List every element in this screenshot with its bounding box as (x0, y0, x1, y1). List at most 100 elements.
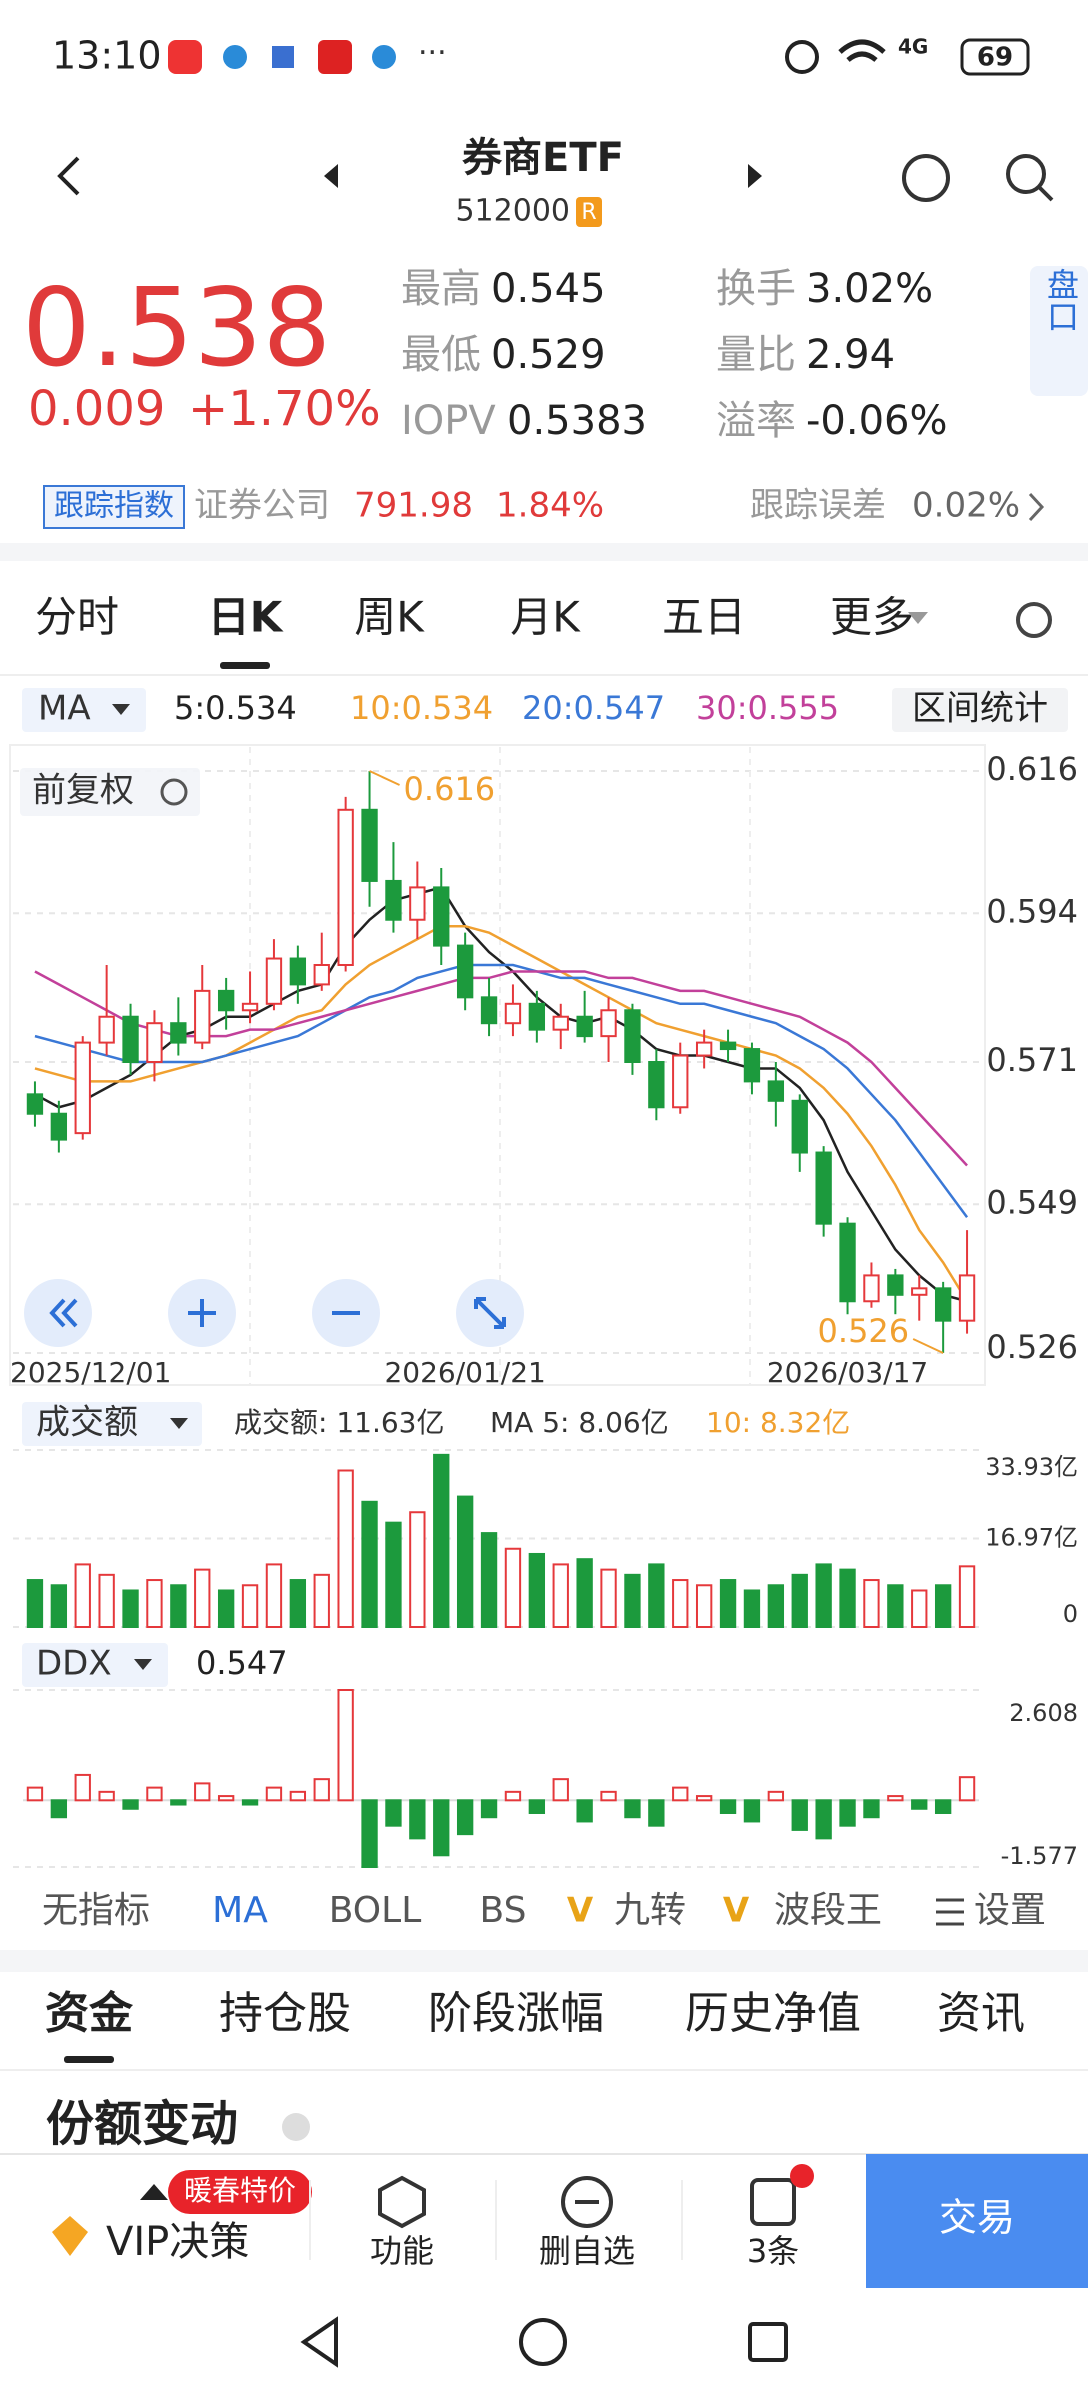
side-tab[interactable]: 盘口 (1042, 268, 1080, 332)
bottom-tab[interactable]: 阶段涨幅 (428, 1988, 604, 2039)
bottom-tab[interactable]: 历史净值 (685, 1988, 861, 2039)
indicator-tab[interactable]: 设置 (974, 1890, 1046, 1931)
period-tab[interactable]: 日K (208, 593, 284, 642)
volume-bar (217, 1589, 235, 1628)
range-button-bg[interactable] (892, 688, 1068, 732)
vol-selector[interactable]: 成交额 (36, 1403, 138, 1443)
ma-selector[interactable]: MA (38, 689, 91, 729)
volume-bar (863, 1579, 880, 1629)
app-icon (372, 45, 396, 69)
candle-body (337, 808, 354, 966)
stat-value: 0.529 (491, 332, 606, 378)
chart-frame (9, 744, 986, 1386)
scroll-left[interactable] (24, 1279, 92, 1347)
stat-value: 0.5383 (507, 398, 647, 444)
vip[interactable]: VIP决策 (106, 2219, 249, 2265)
volume-bar (743, 1589, 761, 1628)
indicator-tab[interactable]: 波段王 (774, 1890, 882, 1931)
footer-item[interactable]: 功能 (370, 2232, 434, 2270)
change: 0.009 (28, 381, 165, 437)
candle-body (241, 1002, 259, 1012)
zoom-buttons (24, 1279, 524, 1347)
trade-bg[interactable] (866, 2154, 1088, 2288)
candle-body (385, 879, 402, 921)
bottom-tab[interactable]: 资金 (45, 1988, 134, 2039)
bottom-tab[interactable]: 持仓股 (219, 1988, 351, 2039)
search-button[interactable] (1006, 154, 1046, 194)
up-caret (140, 2184, 168, 2200)
stat-value: 0.545 (491, 266, 606, 312)
indicator-tab[interactable]: BOLL (329, 1890, 422, 1931)
period-tab[interactable]: 周K (354, 593, 425, 642)
stat-label: 量比 (716, 332, 796, 378)
footer-item[interactable]: 删自选 (539, 2232, 635, 2270)
candle-body (265, 957, 283, 1005)
stat-label: 换手 (716, 266, 796, 312)
refresh-button[interactable] (902, 154, 950, 202)
candle-body (146, 1022, 163, 1064)
volume-bar (480, 1532, 498, 1629)
indicator-tab[interactable]: 无指标 (42, 1890, 150, 1931)
range-button[interactable]: 区间统计 (912, 689, 1048, 729)
y-tick-label: -1.577 (1001, 1842, 1078, 1870)
tag-box (43, 485, 185, 529)
candle-body (839, 1222, 856, 1303)
nav-home[interactable] (519, 2318, 567, 2366)
settings-button[interactable] (1016, 602, 1052, 638)
bottom-tab[interactable]: 资讯 (937, 1988, 1025, 2039)
ddx-bar (456, 1799, 474, 1836)
x-tick-label: 2026/01/21 (384, 1356, 545, 1389)
vol-selector-bg[interactable] (22, 1402, 202, 1446)
ma-item: 5:0.534 (174, 689, 297, 727)
ddx-bar (839, 1799, 856, 1827)
period-tab[interactable]: 更多 (830, 593, 914, 642)
indicator-tab[interactable]: 九转 (614, 1890, 686, 1931)
volume-bar (361, 1500, 378, 1628)
adjust-bg[interactable] (20, 768, 200, 816)
period-tab[interactable]: 月K (510, 593, 581, 642)
next-button[interactable] (748, 164, 762, 188)
function-icon (378, 2175, 426, 2229)
candle-body (600, 1009, 617, 1038)
prev-button[interactable] (324, 164, 338, 188)
indicator-tab[interactable]: MA (212, 1890, 268, 1931)
indicator-tab[interactable]: BS (480, 1890, 527, 1931)
volume-bar (648, 1563, 665, 1628)
ddx-bar (74, 1773, 91, 1802)
info-icon[interactable] (282, 2113, 310, 2141)
alarm-icon (785, 40, 819, 74)
ddx-bar (170, 1799, 187, 1806)
back-button[interactable] (57, 156, 80, 196)
candle-body (648, 1061, 665, 1109)
volume-bar (791, 1573, 808, 1628)
ddx-selector-bg[interactable] (22, 1643, 168, 1687)
candle-body (456, 944, 474, 999)
candle-body (767, 1080, 785, 1102)
ddx-selector[interactable]: DDX (36, 1644, 112, 1684)
ddx-bar (241, 1799, 259, 1806)
period-tab[interactable]: 五日 (662, 593, 746, 642)
footer-item[interactable]: 3条 (747, 2232, 799, 2270)
trade[interactable]: 交易 (939, 2196, 1015, 2240)
candle-body (194, 989, 211, 1044)
nav-recent[interactable] (748, 2322, 788, 2362)
volume-bar (815, 1563, 832, 1628)
nav-back[interactable] (300, 2316, 338, 2368)
volume-bar (911, 1589, 928, 1628)
candle-body (504, 1002, 522, 1025)
period-tab[interactable]: 分时 (35, 593, 119, 642)
bottom-tabs: 资金 持仓股 阶段涨幅 历史净值 资讯 (45, 1988, 1025, 2039)
adjust[interactable]: 前复权 (32, 771, 134, 811)
chevron (1028, 492, 1045, 522)
volume-bar (695, 1584, 713, 1628)
candle-body (50, 1112, 68, 1141)
y-tick-label: 0.549 (986, 1183, 1078, 1221)
volume-bar (122, 1589, 139, 1628)
more-caret (908, 612, 928, 624)
vol-ma10: 10: 8.32亿 (706, 1406, 850, 1439)
ma-selector-bg[interactable] (22, 688, 146, 732)
candle-body (26, 1093, 44, 1115)
side-tab-bg[interactable] (1030, 266, 1088, 396)
indicator-tabs: 无指标 MA BOLL BS V 九转 V 波段王 设置 (42, 1890, 1046, 1931)
